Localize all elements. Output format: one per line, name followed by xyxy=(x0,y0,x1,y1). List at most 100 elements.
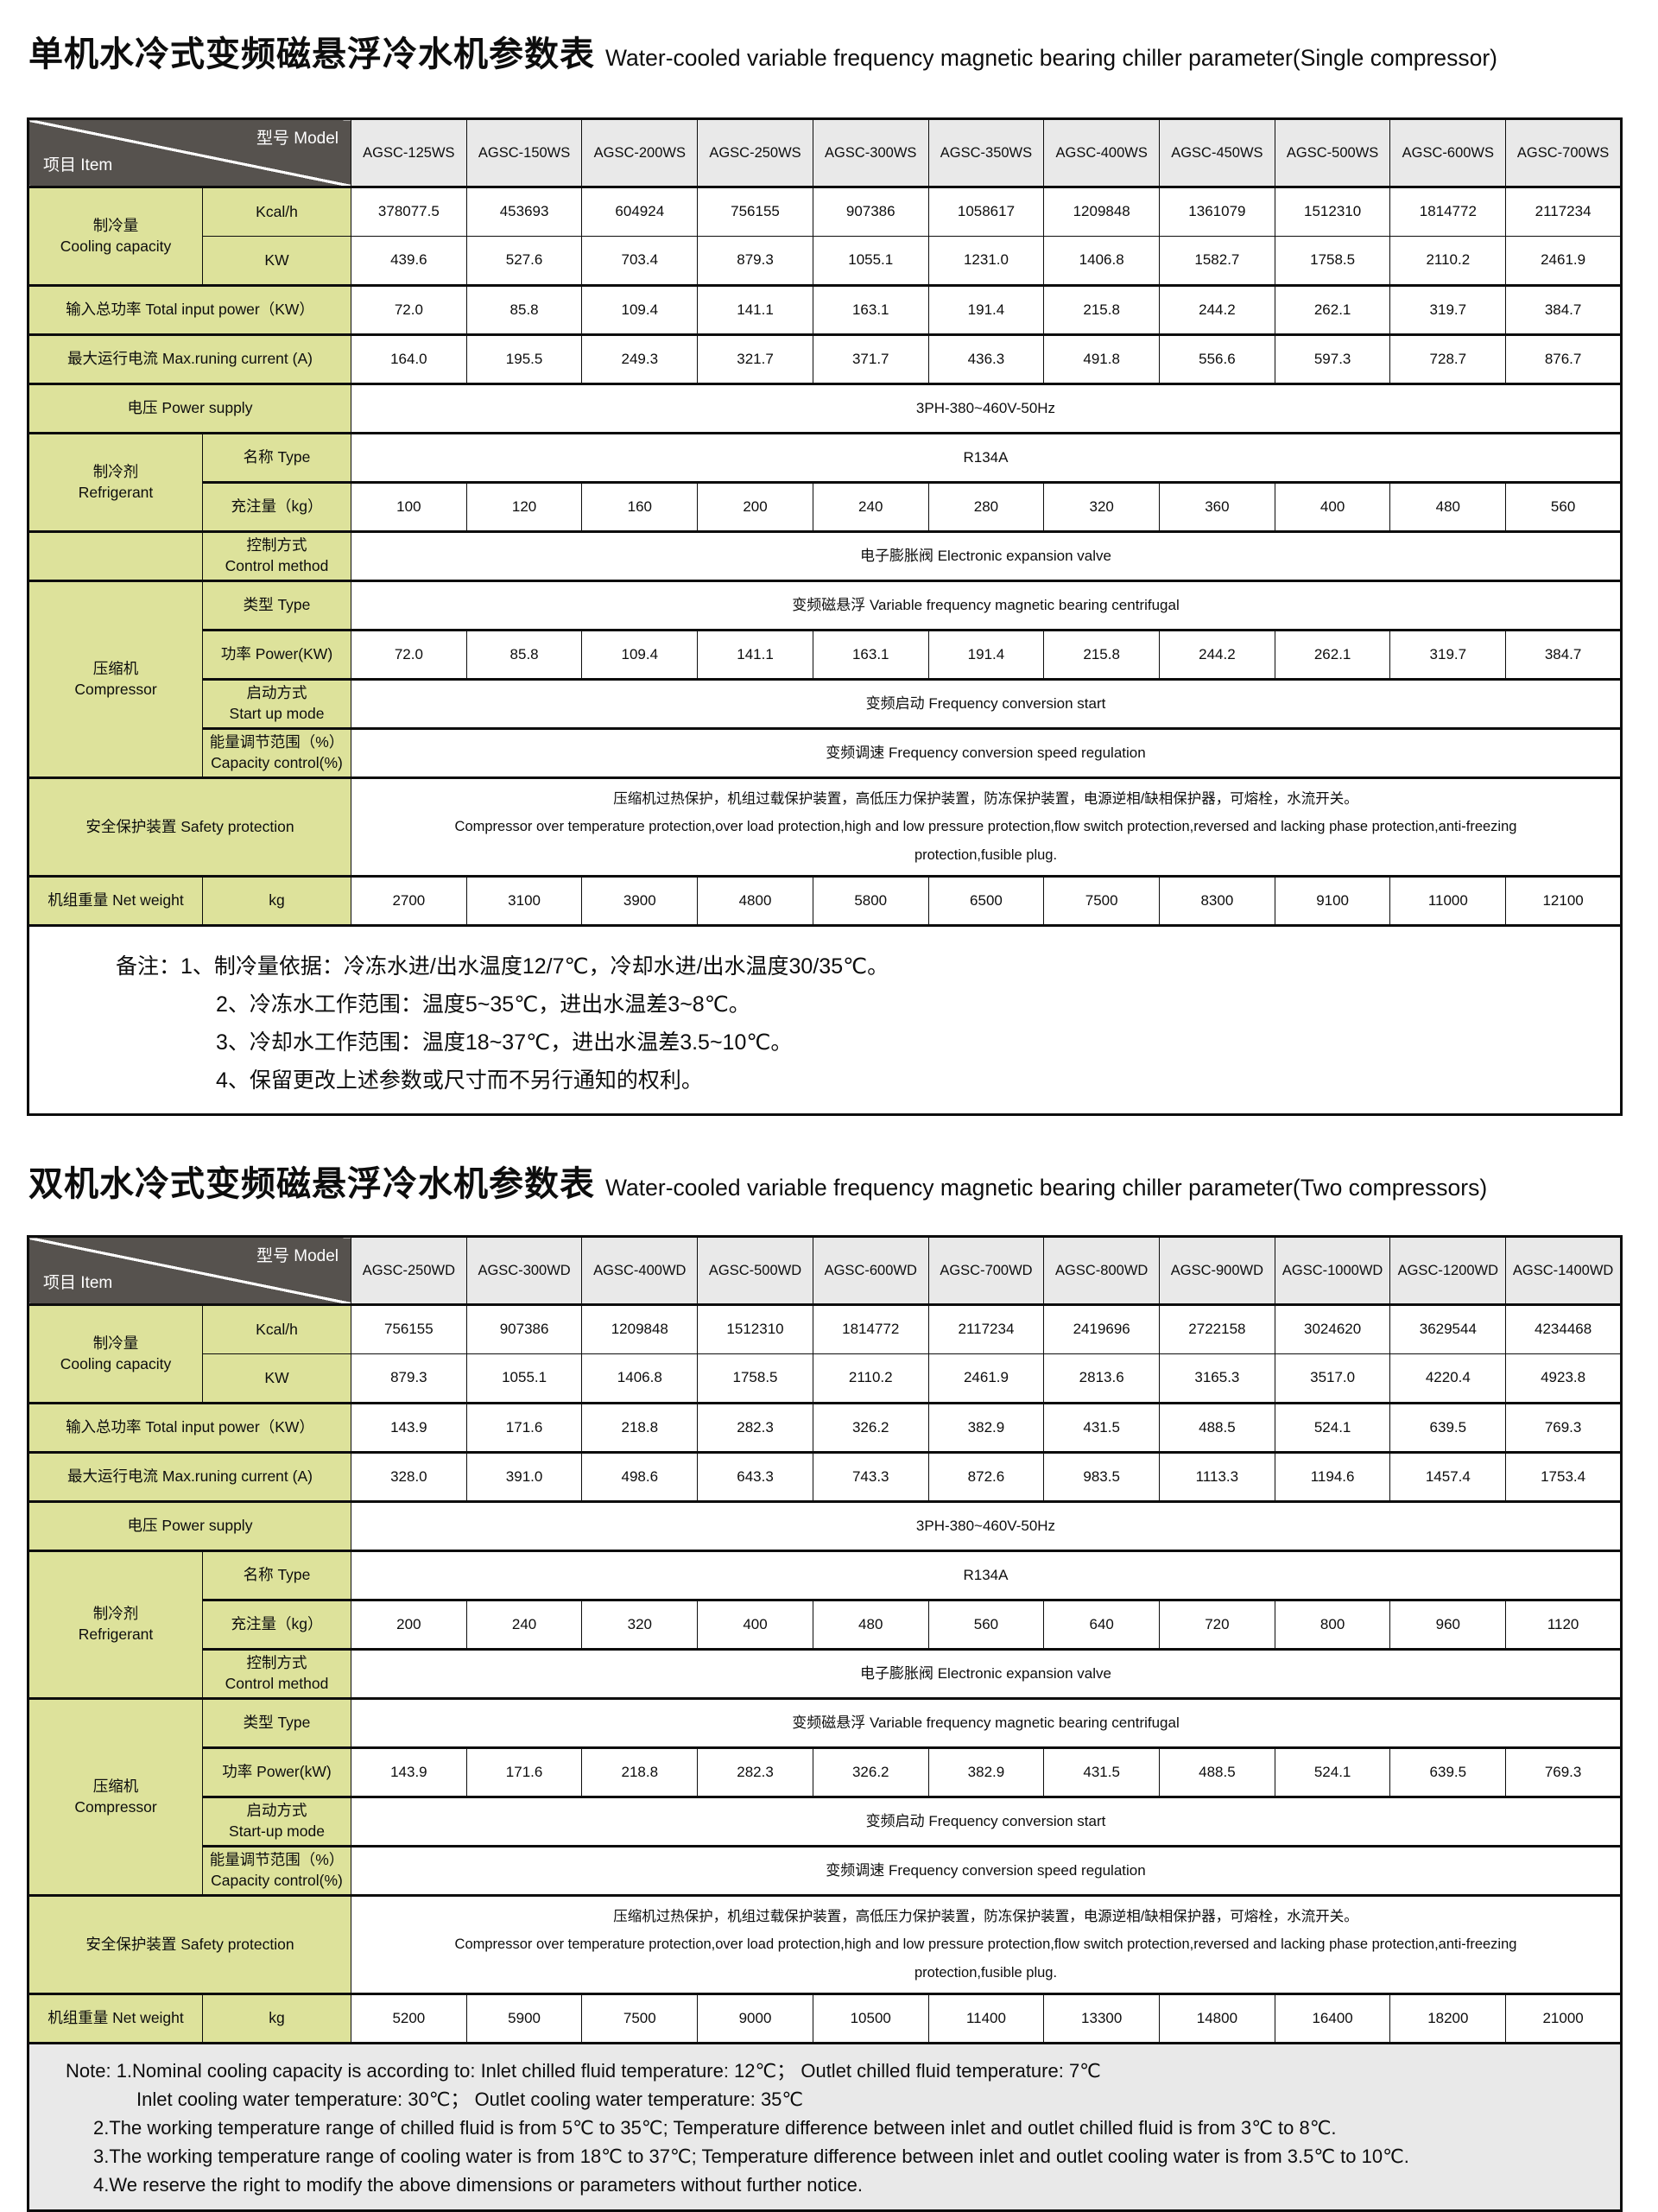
value-cell: 378077.5 xyxy=(351,186,467,237)
value-cell: 1055.1 xyxy=(812,236,929,286)
value-cell: 218.8 xyxy=(581,1746,699,1797)
title-zh-single: 单机水冷式变频磁悬浮冷水机参数表 xyxy=(28,35,595,73)
value-cell: 1361079 xyxy=(1159,186,1275,237)
value-cell: 1194.6 xyxy=(1274,1451,1391,1502)
value-cell: 488.5 xyxy=(1159,1402,1275,1453)
value-cell: 5900 xyxy=(465,1993,583,2044)
value-cell: 769.3 xyxy=(1505,1746,1622,1797)
label-power-supply: 电压 Power supply xyxy=(28,1500,351,1551)
value-cell: 382.9 xyxy=(927,1402,1045,1453)
model-header-cell: AGSC-400WD xyxy=(581,1236,699,1305)
value-cell: 7500 xyxy=(581,1993,699,2044)
value-cell: 1753.4 xyxy=(1505,1451,1622,1502)
page-title-single: 单机水冷式变频磁悬浮冷水机参数表 Water-cooled variable fr… xyxy=(28,26,1623,76)
value-cell: 1209848 xyxy=(1043,186,1161,237)
label-refrigerant-type: 名称 Type xyxy=(202,1550,351,1600)
value-cell: 240 xyxy=(465,1599,583,1650)
value-cell: 326.2 xyxy=(812,1746,929,1797)
value-cell: 556.6 xyxy=(1159,333,1275,384)
note-line: 2、冷冻水工作范围：温度5~35℃，进出水温差3~8℃。 xyxy=(216,992,750,1017)
value-cell: 12100 xyxy=(1505,875,1622,926)
value-cell: 1758.5 xyxy=(1274,236,1391,286)
value-cell: 400 xyxy=(697,1599,813,1650)
model-header-cell: AGSC-600WD xyxy=(812,1236,929,1305)
value-cell: 769.3 xyxy=(1505,1402,1622,1453)
value-cell: 480 xyxy=(812,1599,929,1650)
two-compressor-section: 双机水冷式变频磁悬浮冷水机参数表 Water-cooled variable fr… xyxy=(27,1156,1623,2212)
value-cell: 527.6 xyxy=(465,236,583,286)
label-refrigerant: 制冷剂 Refrigerant xyxy=(28,432,203,532)
label-kg-unit: kg xyxy=(202,1993,351,2044)
label-control-method: 控制方式 Control method xyxy=(202,1648,351,1699)
value-cell: 164.0 xyxy=(351,333,467,384)
value-cell: 244.2 xyxy=(1159,284,1275,335)
empty-label-cell xyxy=(28,530,203,581)
model-header-cell: AGSC-700WS xyxy=(1505,118,1622,187)
value-cell: 13300 xyxy=(1043,1993,1161,2044)
power-supply-value: 3PH-380~460V-50Hz xyxy=(351,1500,1622,1551)
value-cell: 3100 xyxy=(465,875,583,926)
value-cell: 191.4 xyxy=(927,629,1045,680)
value-cell: 1582.7 xyxy=(1159,236,1275,286)
notes-single: 备注：1、制冷量依据：冷冻水进/出水温度12/7℃，冷却水进/出水温度30/35… xyxy=(27,927,1623,1116)
note-line: 备注：1、制冷量依据：冷冻水进/出水温度12/7℃，冷却水进/出水温度30/35… xyxy=(116,954,889,979)
note-line: Note: 1.Nominal cooling capacity is acco… xyxy=(66,2060,1101,2082)
model-header-cell: AGSC-450WS xyxy=(1159,118,1275,187)
value-cell: 218.8 xyxy=(581,1402,699,1453)
value-cell: 1758.5 xyxy=(697,1353,813,1404)
value-cell: 2813.6 xyxy=(1043,1353,1161,1404)
value-cell: 1406.8 xyxy=(1043,236,1161,286)
value-cell: 453693 xyxy=(465,186,583,237)
label-capacity-control: 能量调节范围（%） Capacity control(%) xyxy=(202,727,351,778)
label-safety-protection: 安全保护装置 Safety protection xyxy=(28,776,351,877)
value-cell: 2419696 xyxy=(1043,1303,1161,1354)
corner-header-cell: 型号 Model 项目 Item xyxy=(28,1236,351,1305)
value-cell: 879.3 xyxy=(351,1353,467,1404)
label-total-input-power: 输入总功率 Total input power（KW） xyxy=(28,284,351,335)
note-line: 4、保留更改上述参数或尺寸而不另行通知的权利。 xyxy=(216,1068,703,1093)
notes-two: Note: 1.Nominal cooling capacity is acco… xyxy=(27,2044,1623,2212)
value-cell: 5200 xyxy=(351,1993,467,2044)
title-zh-two: 双机水冷式变频磁悬浮冷水机参数表 xyxy=(28,1165,595,1203)
single-compressor-table: 型号 Model 项目 Item AGSC-125WS AGSC-150WS AGSC-… xyxy=(27,117,1623,927)
value-cell: 109.4 xyxy=(581,629,699,680)
value-cell: 3517.0 xyxy=(1274,1353,1391,1404)
value-cell: 10500 xyxy=(812,1993,929,2044)
value-cell: 4234468 xyxy=(1505,1303,1622,1354)
value-cell: 960 xyxy=(1389,1599,1507,1650)
value-cell: 9100 xyxy=(1274,875,1391,926)
value-cell: 328.0 xyxy=(351,1451,467,1502)
value-cell: 800 xyxy=(1274,1599,1391,1650)
value-cell: 643.3 xyxy=(697,1451,813,1502)
value-cell: 498.6 xyxy=(581,1451,699,1502)
value-cell: 141.1 xyxy=(697,284,813,335)
value-cell: 907386 xyxy=(812,186,929,237)
label-capacity-control: 能量调节范围（%） Capacity control(%) xyxy=(202,1845,351,1896)
model-header-cell: AGSC-500WS xyxy=(1274,118,1391,187)
label-control-method: 控制方式 Control method xyxy=(202,530,351,581)
value-cell: 879.3 xyxy=(697,236,813,286)
value-cell: 195.5 xyxy=(465,333,583,384)
label-cooling-capacity: 制冷量 Cooling capacity xyxy=(28,186,203,286)
value-cell: 2117234 xyxy=(927,1303,1045,1354)
value-cell: 983.5 xyxy=(1043,1451,1161,1502)
corner-model-label: 型号 Model xyxy=(256,1247,339,1265)
model-header-cell: AGSC-300WS xyxy=(812,118,929,187)
value-cell: 371.7 xyxy=(812,333,929,384)
value-cell: 3165.3 xyxy=(1159,1353,1275,1404)
label-compressor-power: 功率 Power(kW) xyxy=(202,1746,351,1797)
value-cell: 141.1 xyxy=(697,629,813,680)
value-cell: 320 xyxy=(1043,481,1161,532)
value-cell: 262.1 xyxy=(1274,284,1391,335)
power-supply-value: 3PH-380~460V-50Hz xyxy=(351,383,1622,434)
value-cell: 16400 xyxy=(1274,1993,1391,2044)
value-cell: 4923.8 xyxy=(1505,1353,1622,1404)
compressor-type-value: 变频磁悬浮 Variable frequency magnetic bearin… xyxy=(351,580,1622,631)
label-cooling-capacity: 制冷量 Cooling capacity xyxy=(28,1303,203,1404)
model-header-cell: AGSC-250WD xyxy=(351,1236,467,1305)
value-cell: 743.3 xyxy=(812,1451,929,1502)
value-cell: 1231.0 xyxy=(927,236,1045,286)
value-cell: 171.6 xyxy=(465,1746,583,1797)
corner-header-cell: 型号 Model 项目 Item xyxy=(28,118,351,187)
label-compressor-power: 功率 Power(KW) xyxy=(202,629,351,680)
